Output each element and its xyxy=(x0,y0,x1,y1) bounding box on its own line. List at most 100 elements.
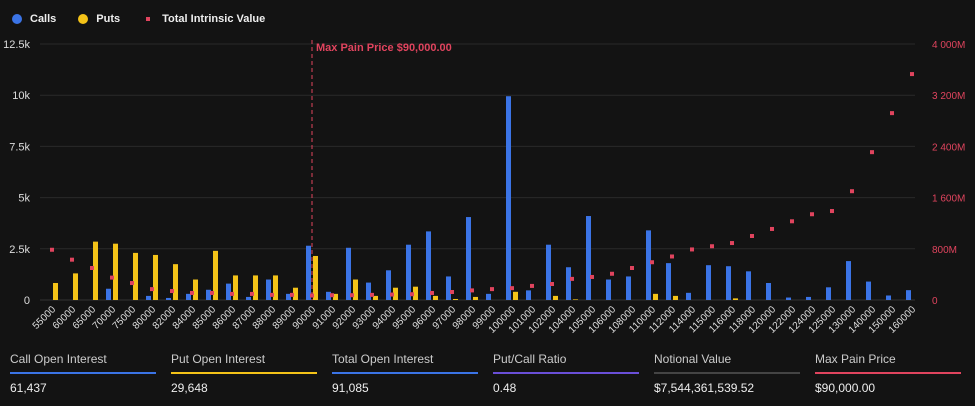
call-bar xyxy=(666,263,671,300)
intrinsic-point xyxy=(270,292,274,297)
legend-puts[interactable]: Puts xyxy=(78,13,120,25)
intrinsic-point xyxy=(610,271,614,276)
stat-underline xyxy=(10,372,156,374)
call-bar xyxy=(806,296,811,300)
open-interest-chart: 0 2.5k 5k 7.5k 10k 12.5k 0 800M 1 600M 2 400M 3 20… xyxy=(3,39,965,336)
intrinsic-point xyxy=(90,266,94,270)
calls-dot-icon xyxy=(12,14,22,24)
call-bar xyxy=(286,293,291,300)
y-right-tick: 4 000M xyxy=(932,40,965,51)
y-left-tick: 0 xyxy=(24,295,30,307)
intrinsic-point xyxy=(830,209,834,214)
intrinsic-point xyxy=(210,290,214,295)
stat-label: Put/Call Ratio xyxy=(493,352,567,366)
intrinsic-point xyxy=(910,72,914,77)
stat-underline xyxy=(332,372,478,374)
put-bar xyxy=(373,295,378,300)
put-bar xyxy=(293,287,298,300)
call-bar xyxy=(346,247,351,300)
intrinsic-point xyxy=(190,290,194,295)
call-bar xyxy=(246,296,251,300)
intrinsic-point xyxy=(150,287,154,292)
intrinsic-point xyxy=(670,254,674,259)
call-bar xyxy=(726,266,731,300)
call-bar xyxy=(786,297,791,300)
intrinsic-point xyxy=(710,244,714,249)
put-bar xyxy=(313,255,318,300)
call-bar xyxy=(526,290,531,300)
call-bar xyxy=(706,265,711,300)
intrinsic-point xyxy=(430,290,434,295)
put-bar xyxy=(433,295,438,300)
intrinsic-point xyxy=(390,292,394,297)
put-bar xyxy=(513,291,518,300)
put-bar xyxy=(733,298,738,300)
put-bar xyxy=(413,286,418,300)
stat-label: Put Open Interest xyxy=(171,352,266,366)
stat-max-pain: Max Pain Price $90,000.00 xyxy=(815,352,961,395)
call-bar xyxy=(846,261,851,300)
intrinsic-point xyxy=(870,150,874,155)
put-bar xyxy=(93,241,98,300)
y-right-tick: 3 200M xyxy=(932,91,965,102)
intrinsic-point xyxy=(590,274,594,279)
y-right-tick: 800M xyxy=(932,245,957,256)
stat-underline xyxy=(493,372,639,374)
intrinsic-point xyxy=(70,257,74,262)
intrinsic-point xyxy=(810,212,814,217)
put-bar xyxy=(333,293,338,300)
call-bar xyxy=(486,293,491,300)
y-right-tick: 0 xyxy=(932,296,938,307)
stat-label: Call Open Interest xyxy=(10,352,107,366)
intrinsic-point xyxy=(690,247,694,252)
intrinsic-point xyxy=(170,289,174,294)
put-bar xyxy=(453,298,458,300)
put-bar xyxy=(233,275,238,300)
put-bar xyxy=(153,254,158,300)
call-bar xyxy=(866,281,871,300)
intrinsic-point xyxy=(650,260,654,265)
put-bar xyxy=(653,293,658,300)
stat-value: 0.48 xyxy=(493,381,517,395)
intrinsic-point xyxy=(110,275,114,280)
intrinsic-point xyxy=(770,226,774,231)
call-bar xyxy=(326,291,331,300)
call-bar xyxy=(466,217,471,300)
y-left-tick: 7.5k xyxy=(9,141,30,153)
stat-put-call-ratio: Put/Call Ratio 0.48 xyxy=(493,352,639,395)
intrinsic-point xyxy=(370,292,374,297)
stat-underline xyxy=(171,372,317,374)
call-bar xyxy=(446,276,451,300)
put-bar xyxy=(213,250,218,300)
intrinsic-point xyxy=(730,241,734,246)
call-bar xyxy=(146,295,151,300)
y-left-tick: 10k xyxy=(12,90,30,102)
stat-value: 91,085 xyxy=(332,381,369,395)
put-bar xyxy=(393,287,398,300)
stat-value: $7,544,361,539.52 xyxy=(654,381,755,395)
call-bar xyxy=(406,244,411,300)
stat-total-oi: Total Open Interest 91,085 xyxy=(332,352,478,395)
intrinsic-point xyxy=(250,291,254,296)
call-bar xyxy=(606,279,611,300)
stat-underline xyxy=(654,372,800,374)
intrinsic-point xyxy=(470,288,474,293)
legend-puts-label: Puts xyxy=(96,13,121,25)
stat-notional-value: Notional Value $7,544,361,539.52 xyxy=(654,352,800,395)
put-bar xyxy=(253,275,258,300)
legend-intrinsic-label: Total Intrinsic Value xyxy=(162,13,266,25)
put-bar xyxy=(133,252,138,300)
put-bar xyxy=(673,295,678,300)
intrinsic-point xyxy=(850,189,854,194)
put-bar xyxy=(273,275,278,300)
stats-row: Call Open Interest 61,437 Put Open Intere… xyxy=(10,352,975,395)
intrinsic-point xyxy=(750,234,754,238)
puts-dot-icon xyxy=(78,14,89,24)
stat-value: 29,648 xyxy=(171,381,208,395)
y-left-tick: 5k xyxy=(18,193,30,205)
intrinsic-point xyxy=(510,286,514,291)
legend-calls[interactable]: Calls xyxy=(12,13,56,25)
stat-call-oi: Call Open Interest 61,437 xyxy=(10,352,156,395)
intrinsic-point xyxy=(450,290,454,294)
legend-intrinsic[interactable]: Total Intrinsic Value xyxy=(142,13,265,25)
